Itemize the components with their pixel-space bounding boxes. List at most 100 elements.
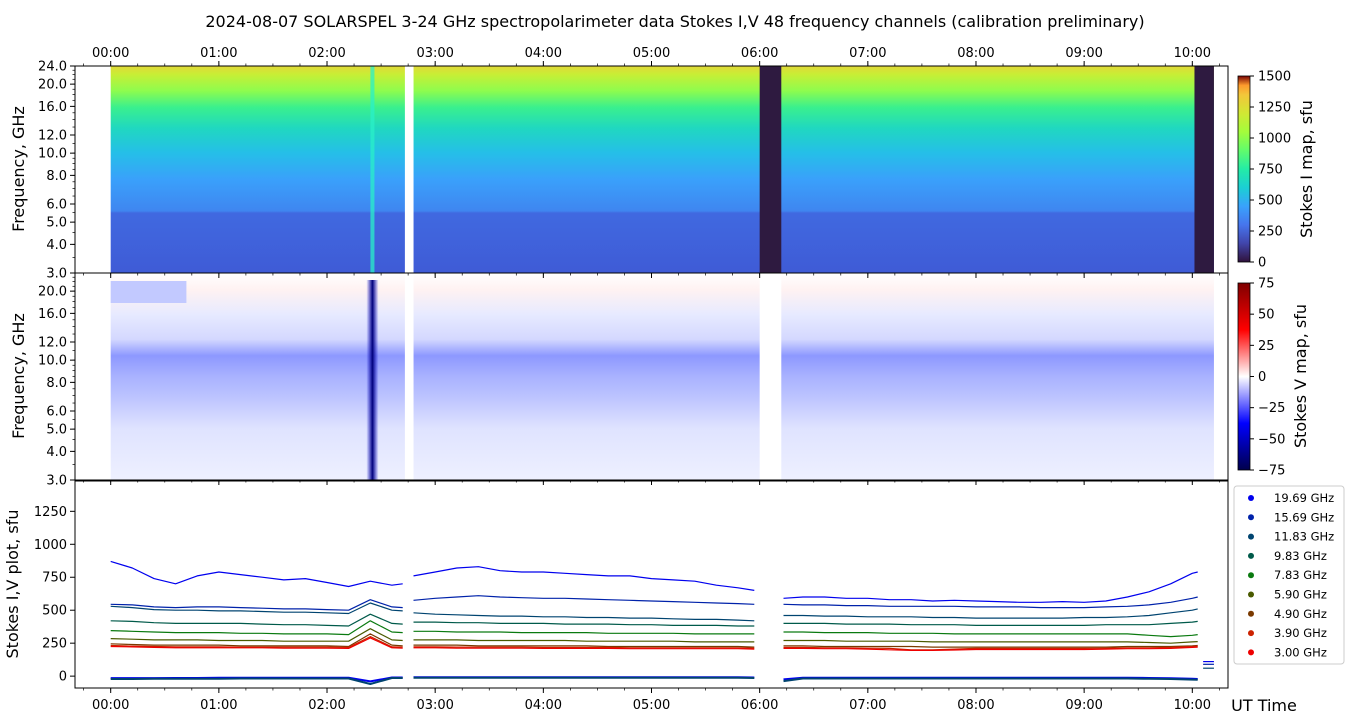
stokes-v-yticks: 3.0 4.0 5.0 6.0 8.0 10.0 12.0 16.0 20.0: [38, 272, 75, 489]
colorbar-tick-label: 0: [1258, 370, 1266, 385]
stokes-i-ylabel: Frequency, GHz: [9, 106, 28, 232]
stokes-line-ylabel: Stokes I,V plot, sfu: [3, 510, 22, 659]
stokes-v-spectrum: [110, 273, 1214, 480]
colorbar-tick-label: 500: [1258, 194, 1283, 209]
y-tick-label: 12.0: [38, 129, 67, 144]
x-tick-label-top: 01:00: [200, 46, 237, 61]
y-tick-label: 20.0: [38, 285, 67, 300]
legend-marker: [1248, 533, 1254, 540]
legend-label: 4.90 GHz: [1274, 607, 1327, 621]
colorbar-tick-label: 750: [1258, 163, 1283, 178]
x-tick-label-top: 07:00: [849, 46, 886, 61]
stokes-i-colorbar-label: Stokes I map, sfu: [1297, 100, 1316, 238]
x-tick-label: 09:00: [1065, 698, 1102, 713]
x-tick-label: 03:00: [416, 698, 453, 713]
x-tick-label: 08:00: [957, 698, 994, 713]
stokes-i-yticks: 3.0 4.0 5.0 6.0 8.0 10.0 12.0 16.0 20.0 24.0: [38, 60, 75, 282]
legend-marker: [1248, 495, 1254, 501]
colorbar-tick-label: 25: [1258, 339, 1275, 354]
stokes-i-data-gap: [404, 66, 414, 273]
y-tick-label: 500: [42, 604, 67, 619]
x-tick-label-top: 03:00: [416, 46, 453, 61]
x-tick-label-top: 09:00: [1065, 46, 1102, 61]
series-line-19-69-ghz: [110, 560, 1198, 603]
stokes-v-data-gap: [404, 273, 414, 480]
legend-label: 3.90 GHz: [1274, 626, 1327, 640]
stokes-i-saturated-block: [759, 66, 782, 273]
x-tick-label: 00:00: [92, 698, 129, 713]
y-tick-label: 6.0: [46, 198, 67, 213]
legend-label: 19.69 GHz: [1274, 491, 1334, 505]
series-line-4-90-ghz: [110, 633, 1198, 648]
x-axis-label: UT Time: [1231, 696, 1297, 715]
y-tick-label: 5.0: [46, 216, 67, 231]
y-tick-label: 12.0: [38, 336, 67, 351]
stokes-i-saturated-block: [1194, 66, 1214, 273]
x-tick-label: 01:00: [200, 698, 237, 713]
stokes-v-panel: 3.0 4.0 5.0 6.0 8.0 10.0 12.0 16.0 20.0 Frequenc…: [9, 272, 1310, 489]
stokes-v-colorbar-label: Stokes V map, sfu: [1291, 304, 1310, 448]
y-tick-label: 250: [42, 637, 67, 652]
colorbar-tick-label: 50: [1258, 308, 1275, 323]
legend-marker: [1248, 591, 1254, 598]
y-tick-label: 16.0: [38, 100, 67, 115]
colorbar-tick-label: −75: [1258, 464, 1285, 479]
x-tick-label-top: 10:00: [1174, 46, 1211, 61]
legend-label: 5.90 GHz: [1274, 588, 1327, 602]
colorbar-tick-label: 250: [1258, 225, 1283, 240]
stokes-line-yticks: 0 250 500 750 1000 1250: [34, 505, 75, 685]
stokes-line-frame: [74, 480, 1229, 689]
y-tick-label: 10.0: [38, 354, 67, 369]
y-tick-label: 0: [59, 670, 67, 685]
y-tick-label: 4.0: [46, 238, 67, 253]
x-tick-label-top: 04:00: [525, 46, 562, 61]
x-tick-label-top: 02:00: [308, 46, 345, 61]
legend-label: 7.83 GHz: [1274, 568, 1327, 582]
y-tick-label: 1250: [34, 505, 67, 520]
x-tick-label-top: 08:00: [957, 46, 994, 61]
x-tick-label-top: 06:00: [741, 46, 778, 61]
x-tick-label: 02:00: [308, 698, 345, 713]
y-tick-label: 6.0: [46, 405, 67, 420]
y-tick-label: 750: [42, 571, 67, 586]
stokes-v-colorbar: [1237, 282, 1251, 471]
stokes-line-series: [110, 560, 1214, 685]
series-line-3-90-ghz: [110, 636, 1198, 651]
series-line-9-83-ghz: [110, 613, 1198, 627]
legend: 19.69 GHz 15.69 GHz 11.83 GHz 9.83 GHz 7.83 …: [1233, 485, 1345, 665]
legend-marker: [1248, 552, 1254, 559]
series-line-15-69-ghz: [110, 595, 1198, 611]
stokes-i-colorbar: [1237, 75, 1251, 263]
y-tick-label: 8.0: [46, 376, 67, 391]
stokes-i-panel: 3.0 4.0 5.0 6.0 8.0 10.0 12.0 16.0 20.0 24.0 Freq…: [9, 60, 1316, 282]
y-tick-label: 10.0: [38, 147, 67, 162]
y-tick-label: 3.0: [46, 267, 67, 282]
colorbar-tick-label: 1250: [1258, 101, 1291, 116]
y-tick-label: 8.0: [46, 169, 67, 184]
series-line-7-83-ghz: [110, 620, 1198, 638]
legend-marker: [1248, 572, 1254, 579]
stokes-v-data-gap: [759, 273, 782, 480]
stokes-v-early-patch: [110, 281, 187, 303]
x-tick-label: 05:00: [633, 698, 670, 713]
x-tick-label-top: 00:00: [92, 46, 129, 61]
stokes-v-colorbar-ticks: −75 −50 −25 0 25 50 75: [1250, 277, 1285, 479]
time-axis: 00:00 00:00 01:00 01:00 02:00 02:00 03:00 03:00…: [83, 46, 1220, 713]
x-tick-label: 07:00: [849, 698, 886, 713]
legend-label: 11.83 GHz: [1274, 530, 1334, 544]
colorbar-tick-label: −50: [1258, 432, 1285, 447]
figure-title: 2024-08-07 SOLARSPEL 3-24 GHz spectropol…: [205, 12, 1144, 31]
legend-marker: [1248, 630, 1254, 637]
legend-label: 9.83 GHz: [1274, 549, 1327, 563]
stokes-v-burst: [366, 280, 379, 480]
colorbar-tick-label: 0: [1258, 256, 1266, 271]
y-tick-label: 24.0: [38, 60, 67, 75]
series-line-3-00-ghz: [110, 637, 1198, 651]
legend-marker: [1248, 610, 1254, 617]
y-tick-label: 3.0: [46, 474, 67, 489]
legend-label: 3.00 GHz: [1274, 645, 1327, 659]
colorbar-tick-label: −25: [1258, 401, 1285, 416]
series-line-11-83-ghz: [110, 602, 1198, 622]
colorbar-tick-label: 1500: [1258, 70, 1291, 85]
